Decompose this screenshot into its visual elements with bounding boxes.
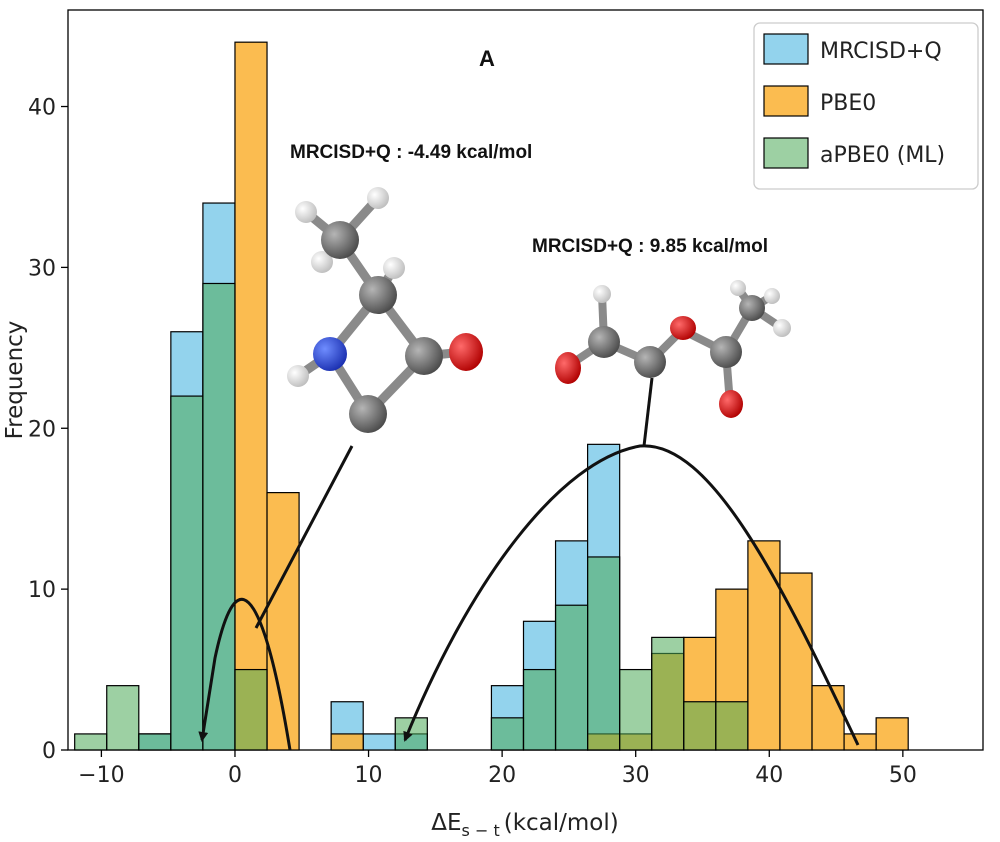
legend-label: MRCISD+Q (820, 39, 942, 64)
x-tick-label: 20 (488, 763, 516, 788)
molecule-structure-left (287, 187, 483, 433)
pointer-line-left (254, 445, 354, 629)
bar-apbe0-ml-4 (202, 282, 236, 751)
bar-pbe0-5 (234, 41, 268, 751)
legend-swatch (763, 85, 809, 117)
pointer-line-right (642, 377, 654, 447)
panel-label: A (479, 46, 495, 71)
bar-apbe0-ml-2 (138, 733, 172, 751)
legend-label: aPBE0 (ML) (820, 143, 945, 168)
x-tick-label: 10 (355, 763, 383, 788)
bar-apbe0-ml-0 (74, 733, 108, 751)
legend-swatch (763, 33, 809, 65)
bar-pbe0-8 (330, 733, 364, 751)
y-tick-label: 20 (28, 417, 56, 442)
x-tick-label: 40 (755, 763, 783, 788)
bar-apbe0-ml-3 (170, 395, 204, 751)
bar-layer (74, 41, 909, 751)
arrow-curve-left (198, 598, 292, 751)
legend-label: PBE0 (820, 91, 876, 116)
y-tick-label: 30 (28, 256, 56, 281)
y-tick-label: 0 (42, 739, 56, 764)
annotation-left: MRCISD+Q : -4.49 kcal/mol (290, 142, 532, 163)
bar-apbe0-ml-13 (490, 717, 525, 751)
x-tick-label: 0 (228, 763, 242, 788)
y-axis-label: Frequency (2, 321, 28, 440)
bar-apbe0-ml-5 (234, 668, 268, 751)
bar-apbe0-ml-17 (619, 668, 653, 751)
annotation-right: MRCISD+Q : 9.85 kcal/mol (532, 236, 768, 257)
y-axis-ticks: 0 10 20 30 40 (28, 96, 68, 764)
bar-apbe0-ml-20 (715, 701, 749, 751)
bar-apbe0-ml-18 (651, 636, 685, 751)
x-tick-label: −10 (78, 763, 124, 788)
bar-pbe0-25 (875, 717, 909, 751)
x-tick-label: 30 (622, 763, 650, 788)
bar-apbe0-ml-15 (554, 604, 589, 751)
legend-swatch (763, 137, 809, 169)
legend-box (753, 22, 979, 190)
bar-pbe0-21 (747, 540, 781, 751)
bar-apbe0-ml-1 (106, 685, 140, 751)
y-tick-label: 10 (28, 578, 56, 603)
bar-apbe0-ml-19 (683, 701, 717, 751)
annotation-arrows (198, 377, 860, 751)
arrow-curve-right (403, 444, 860, 746)
molecule-structure-right (555, 280, 791, 418)
bar-pbe0-23 (811, 685, 845, 751)
x-tick-label: 50 (889, 763, 917, 788)
bar-apbe0-ml-14 (522, 668, 557, 751)
bar-pbe0-24 (843, 733, 877, 751)
bar-apbe0-ml-16 (587, 556, 621, 751)
bar-pbe0-22 (779, 572, 813, 751)
legend: MRCISD+Q PBE0 aPBE0 (ML) (753, 22, 979, 190)
y-tick-label: 40 (28, 96, 56, 121)
x-axis-ticks: −10 0 10 20 30 40 50 (78, 750, 917, 788)
bar-mrcisd-q-9 (362, 733, 396, 751)
x-axis-label: ΔEs − t (kcal/mol) (431, 810, 618, 840)
